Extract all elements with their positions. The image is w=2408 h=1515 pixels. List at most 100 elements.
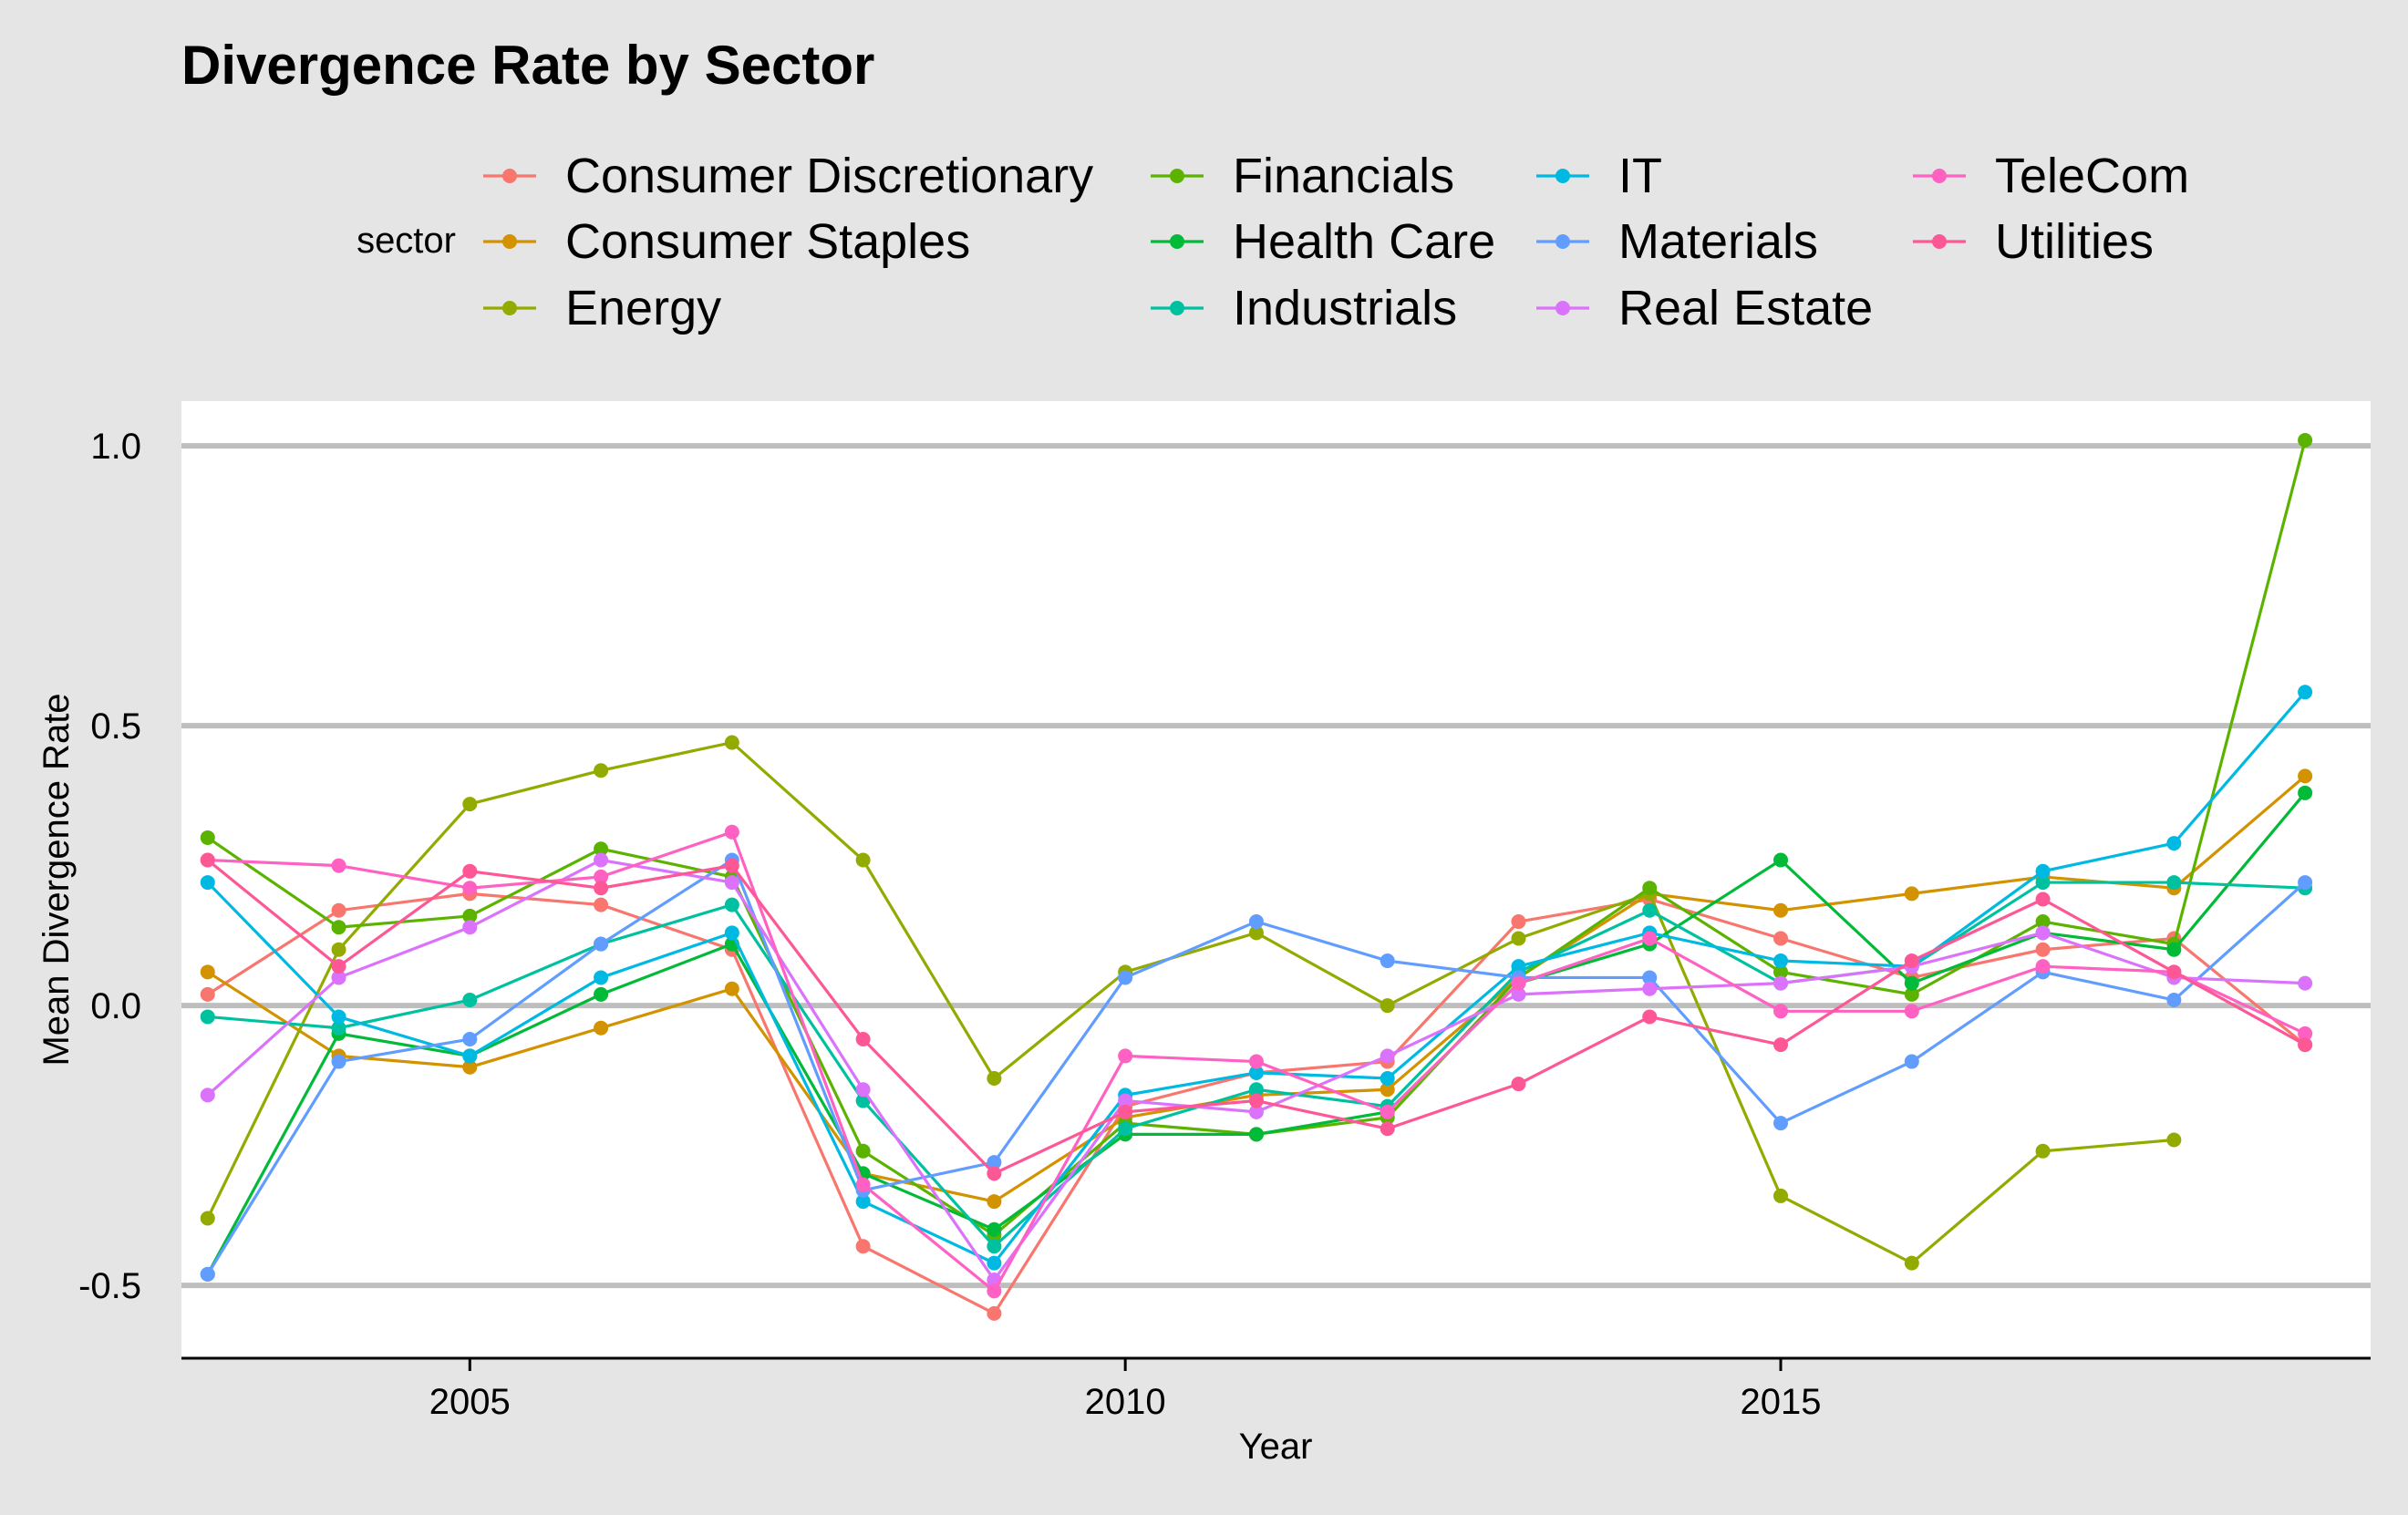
data-point — [1904, 886, 1919, 902]
data-point — [1248, 1093, 1264, 1108]
data-point — [462, 863, 478, 879]
data-point — [1118, 1093, 1133, 1108]
legend-item-health-care: Health Care — [1151, 214, 1495, 269]
data-point — [331, 902, 346, 918]
data-point — [1773, 1004, 1789, 1019]
data-point — [1380, 1048, 1395, 1064]
legend-item-utilities: Utilities — [1913, 214, 2154, 269]
data-point — [2298, 1037, 2313, 1053]
legend-label: Health Care — [1233, 214, 1495, 269]
data-point — [1118, 1121, 1133, 1137]
data-point — [1248, 1065, 1264, 1080]
data-point — [2035, 863, 2051, 879]
legend: Consumer Discretionary Consumer Staples En… — [483, 149, 2189, 335]
data-point — [1642, 931, 1658, 946]
data-point — [987, 1305, 1002, 1321]
data-point — [987, 1070, 1002, 1086]
data-point — [1248, 914, 1264, 930]
data-point — [462, 797, 478, 812]
legend-key-point — [1932, 169, 1947, 183]
data-point — [2166, 942, 2182, 957]
data-point — [855, 1177, 871, 1192]
data-point — [331, 920, 346, 935]
data-point — [2035, 875, 2051, 891]
data-point — [200, 875, 215, 891]
data-point — [462, 920, 478, 935]
data-point — [200, 852, 215, 868]
data-point — [331, 959, 346, 974]
legend-label: TeleCom — [1995, 149, 2189, 203]
data-point — [2166, 836, 2182, 851]
data-point — [2166, 875, 2182, 891]
data-point — [1380, 1104, 1395, 1119]
y-tick-label: 1.0 — [90, 427, 141, 467]
data-point — [1118, 1048, 1133, 1064]
legend-label: IT — [1618, 149, 1662, 203]
legend-item-telecom: TeleCom — [1913, 149, 2189, 203]
data-point — [1642, 1009, 1658, 1025]
data-point — [1511, 959, 1526, 974]
data-point — [987, 1283, 1002, 1299]
series-energy — [200, 735, 2182, 1271]
data-point — [987, 1255, 1002, 1271]
data-point — [2166, 964, 2182, 980]
legend-item-consumer-staples: Consumer Staples — [483, 214, 970, 269]
x-axis-ticks: 2005 2010 2015 — [429, 1358, 1822, 1422]
data-point — [1904, 1004, 1919, 1019]
data-point — [2298, 1025, 2313, 1041]
data-point — [462, 908, 478, 923]
x-axis-title: Year — [1239, 1427, 1313, 1467]
legend-key-point — [502, 301, 517, 315]
data-point — [1380, 998, 1395, 1014]
legend-label: Energy — [565, 281, 721, 335]
legend-label: Utilities — [1995, 214, 2154, 269]
data-point — [200, 964, 215, 980]
legend-key-point — [1170, 169, 1184, 183]
data-point — [987, 1166, 1002, 1181]
data-point — [987, 1221, 1002, 1237]
data-point — [2035, 959, 2051, 974]
data-point — [200, 986, 215, 1002]
legend-key-point — [1555, 301, 1570, 315]
chart-title: Divergence Rate by Sector — [181, 35, 874, 96]
data-point — [724, 875, 739, 891]
data-point — [200, 830, 215, 845]
data-point — [1904, 1255, 1919, 1271]
data-point — [331, 1020, 346, 1036]
data-point — [1248, 1127, 1264, 1142]
data-point — [594, 1020, 609, 1036]
data-point — [1642, 881, 1658, 896]
data-point — [1904, 975, 1919, 991]
data-point — [462, 881, 478, 896]
data-point — [2035, 1143, 2051, 1159]
x-tick-label: 2005 — [429, 1382, 511, 1422]
data-point — [1773, 975, 1789, 991]
data-point — [1642, 970, 1658, 985]
data-point — [1773, 953, 1789, 969]
data-point — [1773, 1116, 1789, 1131]
data-point — [594, 986, 609, 1002]
data-point — [594, 936, 609, 952]
data-point — [1773, 852, 1789, 868]
legend-key-point — [1555, 169, 1570, 183]
data-point — [2035, 914, 2051, 930]
legend-item-it: IT — [1536, 149, 1662, 203]
series-it — [200, 685, 2313, 1271]
gridlines — [181, 443, 2371, 1289]
data-point — [1904, 986, 1919, 1002]
data-point — [855, 852, 871, 868]
data-point — [2298, 875, 2313, 891]
legend-key-point — [1555, 234, 1570, 249]
data-point — [724, 981, 739, 996]
data-point — [1380, 1070, 1395, 1086]
legend-key-point — [1932, 234, 1947, 249]
data-point — [200, 1009, 215, 1025]
legend-label: Industrials — [1233, 281, 1457, 335]
data-point — [1511, 1077, 1526, 1092]
legend-label: Materials — [1618, 214, 1818, 269]
data-point — [1773, 1037, 1789, 1053]
data-point — [2035, 891, 2051, 907]
data-point — [1773, 902, 1789, 918]
data-point — [1642, 981, 1658, 996]
